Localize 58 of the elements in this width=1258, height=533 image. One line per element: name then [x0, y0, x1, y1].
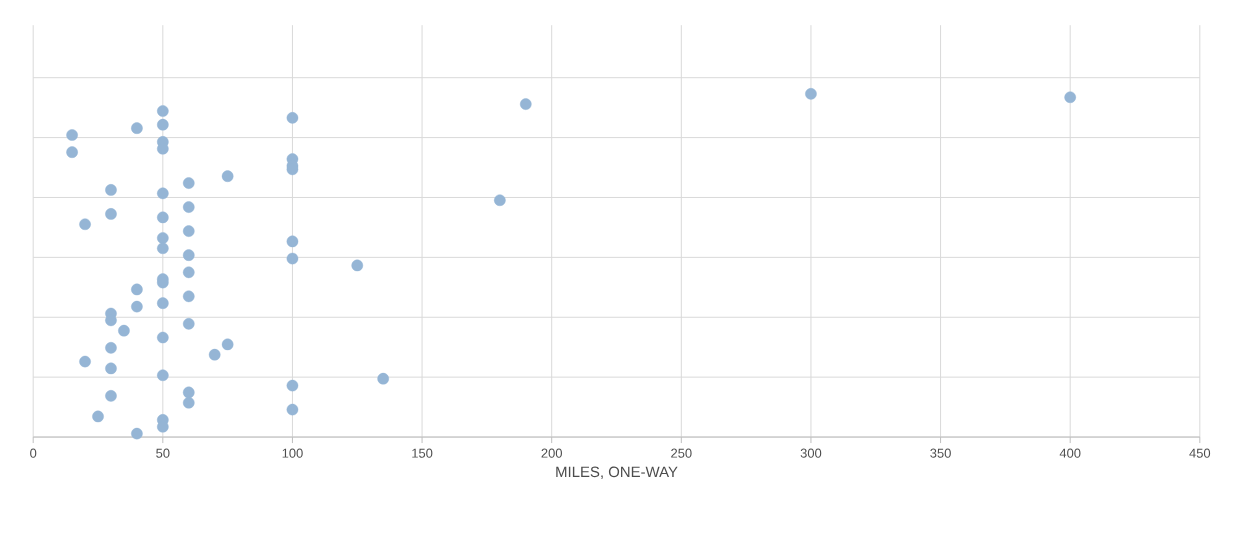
x-tick-label: 200 [541, 448, 562, 458]
point [286, 403, 299, 416]
point [286, 235, 299, 248]
point [105, 362, 117, 375]
point [105, 184, 117, 196]
point [79, 355, 91, 368]
point [105, 208, 117, 220]
point [286, 111, 299, 124]
point [157, 297, 169, 309]
x-tick-label: 350 [930, 448, 951, 458]
point [182, 201, 195, 213]
point [182, 177, 195, 189]
point [519, 98, 532, 110]
x-axis-title: MILES, ONE-WAY [556, 466, 678, 479]
point [118, 324, 130, 337]
point [182, 317, 195, 330]
point [377, 372, 389, 385]
point [131, 122, 143, 134]
point [182, 290, 195, 303]
x-tick-label: 250 [671, 448, 692, 458]
point [105, 389, 117, 402]
point [157, 211, 169, 224]
point [157, 105, 169, 117]
point [79, 218, 91, 230]
point [157, 118, 169, 131]
point [182, 386, 195, 399]
point [105, 341, 117, 354]
point [182, 225, 195, 237]
point [208, 348, 221, 361]
point [182, 266, 195, 278]
point [66, 146, 78, 158]
point [157, 187, 169, 200]
point [221, 170, 234, 182]
point [494, 194, 506, 206]
point [157, 331, 169, 344]
x-tick-label: 450 [1189, 448, 1211, 458]
point [221, 338, 234, 351]
x-tick-label: 150 [412, 448, 433, 458]
x-tick-label: 100 [282, 448, 303, 458]
point [286, 379, 299, 392]
point [157, 369, 169, 381]
point [157, 242, 169, 254]
point [286, 252, 299, 265]
x-tick-label: 0 [30, 448, 37, 458]
point [66, 129, 78, 141]
point [157, 232, 169, 244]
x-tick-label: 50 [156, 448, 170, 458]
point [131, 300, 143, 313]
x-tick-label: 300 [800, 448, 822, 458]
point [131, 427, 143, 440]
x-tick-label: 400 [1059, 448, 1081, 458]
point [351, 259, 364, 272]
point [92, 410, 104, 423]
point [1064, 91, 1076, 103]
point [805, 87, 817, 100]
point [182, 396, 195, 409]
point [131, 283, 143, 296]
point [182, 249, 195, 261]
